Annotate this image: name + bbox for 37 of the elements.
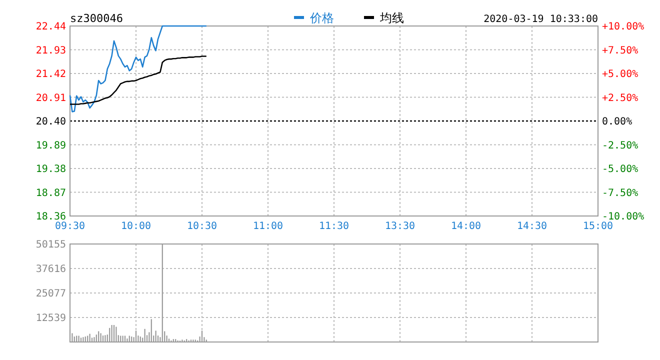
y2-tick-label: -5.00% (602, 164, 638, 175)
y-tick-label: 19.38 (36, 164, 66, 175)
y2-tick-label: -2.50% (602, 140, 638, 152)
chart-title: sz300046 (70, 12, 123, 25)
y2-tick-label: 0.00% (602, 116, 632, 128)
legend-label: 均线 (379, 11, 404, 25)
y2-tick-label: +10.00% (602, 22, 644, 32)
x-tick-label: 10:30 (186, 221, 218, 232)
y-tick-label: 22.44 (36, 22, 66, 32)
y2-tick-label: +2.50% (602, 92, 638, 104)
y-tick-label: 50155 (36, 240, 66, 250)
x-tick-label: 15:00 (582, 221, 614, 232)
x-tick-label: 14:00 (450, 221, 482, 232)
y-tick-label: 20.91 (36, 92, 66, 104)
x-tick-label: 09:30 (54, 221, 86, 232)
y-tick-label: 18.36 (36, 212, 66, 222)
y-tick-label: 12539 (36, 313, 66, 324)
y-tick-label: 20.40 (36, 116, 66, 128)
y2-tick-label: -10.00% (602, 212, 644, 222)
y-tick-label: 19.89 (36, 140, 66, 152)
y-tick-label: 18.87 (36, 188, 66, 199)
x-tick-label: 14:30 (516, 221, 548, 232)
y-tick-label: 37616 (36, 264, 66, 275)
y-tick-label: 21.42 (36, 69, 66, 80)
x-tick-label: 10:00 (120, 221, 152, 232)
x-tick-label: 13:30 (384, 221, 416, 232)
chart-subtitle: 2020-03-19 10:33:00 (484, 14, 598, 25)
x-tick-label: 11:30 (318, 221, 350, 232)
legend-label: 价格 (309, 11, 334, 25)
y-tick-label: 25077 (36, 288, 66, 300)
y2-tick-label: -7.50% (602, 188, 638, 199)
line-series (69, 56, 208, 105)
y2-tick-label: +5.00% (602, 69, 638, 80)
y2-tick-label: +7.50% (602, 45, 638, 56)
y-tick-label: 21.93 (36, 45, 66, 56)
line-series (69, 25, 208, 112)
x-tick-label: 11:00 (252, 221, 284, 232)
